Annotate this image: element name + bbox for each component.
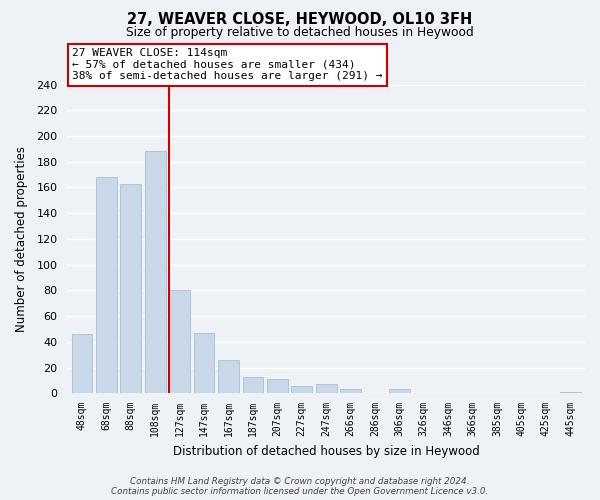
Bar bbox=[292, 386, 312, 394]
Bar bbox=[169, 290, 190, 394]
X-axis label: Distribution of detached houses by size in Heywood: Distribution of detached houses by size … bbox=[173, 444, 479, 458]
Bar bbox=[96, 177, 117, 394]
Text: 27 WEAVER CLOSE: 114sqm
← 57% of detached houses are smaller (434)
38% of semi-d: 27 WEAVER CLOSE: 114sqm ← 57% of detache… bbox=[73, 48, 383, 82]
Bar bbox=[242, 376, 263, 394]
Y-axis label: Number of detached properties: Number of detached properties bbox=[15, 146, 28, 332]
Bar bbox=[267, 379, 287, 394]
Bar bbox=[121, 184, 141, 394]
Text: Size of property relative to detached houses in Heywood: Size of property relative to detached ho… bbox=[126, 26, 474, 39]
Bar bbox=[316, 384, 337, 394]
Bar bbox=[218, 360, 239, 394]
Text: Contains HM Land Registry data © Crown copyright and database right 2024.
Contai: Contains HM Land Registry data © Crown c… bbox=[112, 476, 488, 496]
Bar bbox=[71, 334, 92, 394]
Bar bbox=[145, 152, 166, 394]
Text: 27, WEAVER CLOSE, HEYWOOD, OL10 3FH: 27, WEAVER CLOSE, HEYWOOD, OL10 3FH bbox=[127, 12, 473, 28]
Bar bbox=[389, 390, 410, 394]
Bar bbox=[340, 390, 361, 394]
Bar bbox=[194, 333, 214, 394]
Bar bbox=[560, 392, 581, 394]
